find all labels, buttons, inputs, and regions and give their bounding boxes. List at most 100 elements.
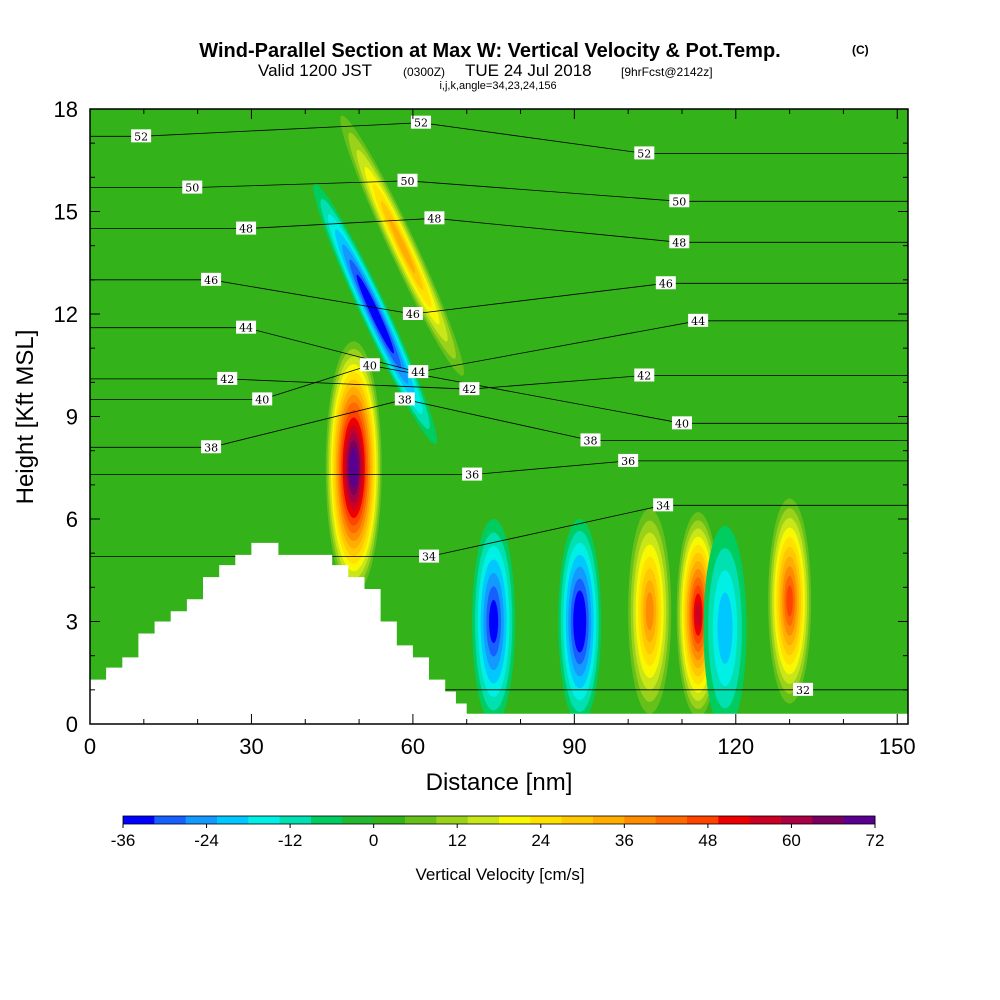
velocity-cell <box>340 115 464 376</box>
theta-contour-labels: 52 50 48 46 44 42 40 38 40 38 44 46 48 50 52 42 36 34 52 50… <box>131 115 814 697</box>
theta-label-bg <box>459 382 480 396</box>
colorbar-tick-label: 24 <box>531 831 550 850</box>
colorbar-swatch <box>687 816 719 824</box>
colorbar-swatch <box>311 816 343 824</box>
theta-label: 42 <box>634 368 655 383</box>
colorbar-swatch <box>123 816 155 824</box>
terrain <box>90 542 908 724</box>
theta-label: 52 <box>634 146 655 160</box>
theta-label-bg <box>397 173 418 187</box>
y-axis-label: Height [Kft MSL] <box>12 330 39 505</box>
theta-label-bg <box>580 433 601 447</box>
theta-label-text: 52 <box>637 147 651 160</box>
theta-label-bg <box>688 313 709 327</box>
theta-label: 44 <box>688 313 709 328</box>
velocity-cell <box>628 508 672 714</box>
velocity-cell <box>325 341 382 595</box>
theta-label-bg <box>793 682 814 696</box>
plot-area: 52 50 48 46 44 42 40 38 40 38 44 46 48 50 52 42 36 34 52 50… <box>90 109 908 724</box>
colorbar-tick-label: 36 <box>615 831 634 850</box>
theta-label-bg <box>201 272 222 286</box>
theta-label: 44 <box>236 320 257 335</box>
theta-label: 50 <box>182 180 203 195</box>
theta-label: 38 <box>580 433 601 447</box>
colorbar-tick-label: 60 <box>782 831 801 850</box>
theta-label-bg <box>131 129 152 143</box>
colorbar-tick-label: 12 <box>448 831 467 850</box>
theta-label: 44 <box>408 365 429 379</box>
colorbar-swatch <box>279 816 312 824</box>
colorbar-swatch <box>248 816 281 824</box>
theta-label-bg <box>653 498 674 512</box>
theta-label-bg <box>424 211 445 225</box>
theta-label-text: 32 <box>796 684 810 697</box>
y-tick-label: 18 <box>54 97 78 122</box>
x-axis-label: Distance [nm] <box>426 769 573 796</box>
velocity-level <box>489 599 499 644</box>
theta-label-bg <box>669 235 690 249</box>
colorbar-swatch <box>812 816 845 824</box>
theta-label-text: 48 <box>239 223 253 236</box>
theta-label: 36 <box>462 467 483 482</box>
subtitle-zulu: (0300Z) <box>403 65 445 79</box>
colorbar-swatch <box>217 816 249 824</box>
theta-label-text: 50 <box>672 195 686 208</box>
theta-label-text: 52 <box>134 130 148 143</box>
velocity-cell <box>472 519 516 724</box>
theta-label-bg <box>655 276 676 290</box>
chart-title: Wind-Parallel Section at Max W: Vertical… <box>199 40 780 62</box>
velocity-level <box>351 455 357 480</box>
velocity-cell <box>703 525 747 724</box>
theta-label: 48 <box>236 221 257 236</box>
colorbar-swatch <box>342 816 375 824</box>
subtitle-forecast: [9hrFcst@2142z] <box>621 65 713 79</box>
velocity-field <box>313 115 812 724</box>
x-tick-label: 60 <box>401 734 425 759</box>
theta-label: 40 <box>671 416 692 430</box>
theta-label: 36 <box>618 453 639 468</box>
theta-label-bg <box>634 146 655 160</box>
theta-label-text: 44 <box>239 322 253 335</box>
colorbar-tick-label: -12 <box>278 831 303 850</box>
theta-label-text: 40 <box>675 417 689 430</box>
theta-label-bg <box>394 392 415 406</box>
theta-label-bg <box>252 392 273 406</box>
colorbar-swatch <box>154 816 187 824</box>
theta-label-text: 44 <box>411 366 425 379</box>
x-tick-label: 30 <box>239 734 263 759</box>
theta-label: 50 <box>669 194 690 208</box>
theta-label-text: 42 <box>462 383 476 396</box>
theta-label-text: 36 <box>621 455 635 468</box>
theta-label-text: 48 <box>427 212 441 225</box>
colorbar-swatch <box>718 816 751 824</box>
theta-label-bg <box>408 365 429 379</box>
theta-label-text: 46 <box>204 274 218 287</box>
y-tick-label: 12 <box>54 302 78 327</box>
subtitle-indices: i,j,k,angle=34,23,24,156 <box>439 80 556 92</box>
theta-label-text: 36 <box>465 469 479 482</box>
y-tick-label: 9 <box>66 405 78 430</box>
colorbar-tick-label: -24 <box>194 831 219 850</box>
colorbar-swatch <box>499 816 531 824</box>
theta-label-bg <box>236 320 257 334</box>
colorbar-swatch <box>749 816 782 824</box>
theta-label-text: 34 <box>656 499 670 512</box>
theta-label: 34 <box>653 498 674 512</box>
theta-label-text: 38 <box>398 393 412 406</box>
theta-label-bg <box>618 453 639 467</box>
theta-label-text: 38 <box>204 441 218 454</box>
theta-label: 50 <box>397 173 418 188</box>
theta-label-bg <box>671 416 692 430</box>
theta-label-text: 38 <box>583 434 597 447</box>
theta-label-text: 52 <box>414 117 428 130</box>
theta-label-text: 50 <box>185 182 199 195</box>
velocity-level <box>786 585 793 617</box>
subtitle-date: TUE 24 Jul 2018 <box>465 61 592 80</box>
theta-label-text: 48 <box>672 236 686 249</box>
theta-label-bg <box>201 440 222 454</box>
colorbar-swatch <box>655 816 688 824</box>
colorbar-tick-label: -36 <box>111 831 136 850</box>
theta-label-text: 40 <box>255 393 269 406</box>
